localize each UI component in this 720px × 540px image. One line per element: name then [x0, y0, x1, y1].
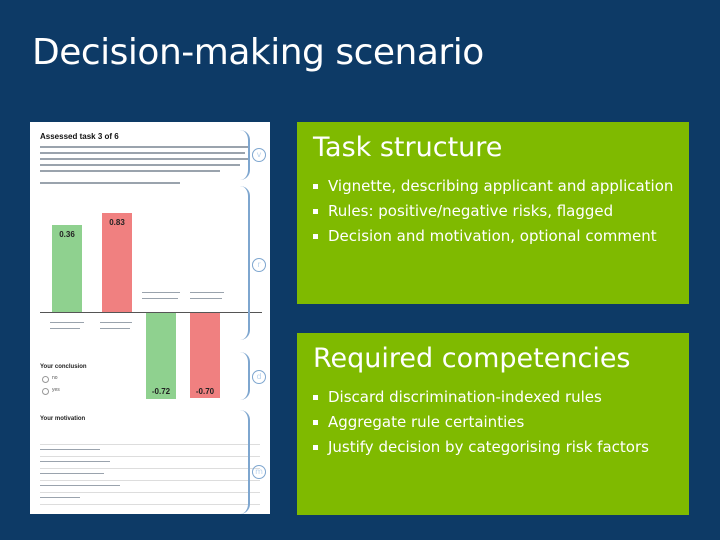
decision-brace — [238, 352, 250, 400]
vignette-text-line — [40, 158, 250, 160]
competency-item: Discard discrimination-indexed rules — [313, 385, 649, 410]
competency-item-text: Aggregate rule certainties — [328, 413, 525, 431]
motivation-row-text — [40, 461, 110, 462]
task-structure-panel: Task structure Vignette, describing appl… — [297, 122, 689, 304]
motivation-table-row — [40, 444, 260, 445]
rule-bar-4 — [190, 312, 220, 398]
conclusion-heading: Your conclusion — [40, 364, 87, 370]
vignette-text-line — [40, 146, 250, 148]
task-structure-item: Decision and motivation, optional commen… — [313, 224, 673, 249]
chart-baseline — [40, 312, 262, 313]
motivation-heading: Your motivation — [40, 416, 86, 422]
vignette-text-line — [40, 170, 220, 172]
required-competencies-title: Required competencies — [313, 343, 631, 374]
motivation-row-text — [40, 473, 104, 474]
decision-brace-tag: d — [252, 370, 266, 384]
rule-bar-1 — [52, 225, 82, 312]
motivation-row-text — [40, 497, 80, 498]
motivation-table-row — [40, 468, 260, 469]
conclusion-radio-yes-label: yes — [52, 387, 60, 393]
task-structure-list: Vignette, describing applicant and appli… — [313, 174, 673, 249]
competency-item-text: Discard discrimination-indexed rules — [328, 388, 602, 406]
bullet-icon — [313, 184, 318, 189]
rule-bar-3-label: -0.72 — [151, 387, 171, 396]
conclusion-radio-no[interactable] — [42, 376, 49, 383]
rule-caption-line — [142, 292, 180, 293]
rule-caption-line — [50, 322, 84, 323]
rule-bar-1-label: 0.36 — [59, 230, 75, 239]
required-competencies-list: Discard discrimination-indexed rules Agg… — [313, 385, 649, 460]
task-structure-item: Rules: positive/negative risks, flagged — [313, 199, 673, 224]
rule-caption-line — [142, 298, 178, 299]
competency-item: Aggregate rule certainties — [313, 410, 649, 435]
rules-heading-line — [40, 182, 180, 184]
conclusion-radio-no-label: no — [52, 375, 58, 381]
vignette-brace — [238, 130, 250, 180]
task-structure-item: Vignette, describing applicant and appli… — [313, 174, 673, 199]
rule-caption-line — [190, 298, 222, 299]
motivation-row-text — [40, 485, 120, 486]
bullet-icon — [313, 445, 318, 450]
task-structure-item-text: Decision and motivation, optional commen… — [328, 227, 657, 245]
required-competencies-panel: Required competencies Discard discrimina… — [297, 333, 689, 515]
motivation-brace-tag: m — [252, 465, 266, 479]
task-screenshot: Assessed task 3 of 6 0.36 0.83 -0.72 -0.… — [30, 122, 270, 514]
vignette-brace-tag: v — [252, 148, 266, 162]
motivation-table-row — [40, 492, 260, 493]
competency-item-text: Justify decision by categorising risk fa… — [328, 438, 649, 456]
rule-caption-line — [50, 328, 80, 329]
motivation-table-row — [40, 504, 260, 505]
task-structure-title: Task structure — [313, 132, 503, 163]
rule-caption-line — [190, 292, 224, 293]
rule-bar-2-label: 0.83 — [109, 218, 125, 227]
vignette-text-line — [40, 152, 245, 154]
slide-title: Decision-making scenario — [32, 32, 484, 73]
rule-bar-2 — [102, 213, 132, 312]
motivation-brace — [238, 410, 250, 514]
rules-brace-tag: r — [252, 258, 266, 272]
bullet-icon — [313, 209, 318, 214]
rule-bar-3 — [146, 312, 176, 399]
competency-item: Justify decision by categorising risk fa… — [313, 435, 649, 460]
rule-caption-line — [100, 328, 130, 329]
vignette-text-line — [40, 164, 240, 166]
bullet-icon — [313, 420, 318, 425]
rules-brace — [238, 186, 250, 340]
screenshot-heading: Assessed task 3 of 6 — [40, 132, 119, 141]
task-structure-item-text: Rules: positive/negative risks, flagged — [328, 202, 614, 220]
bullet-icon — [313, 234, 318, 239]
motivation-table-row — [40, 456, 260, 457]
bullet-icon — [313, 395, 318, 400]
conclusion-radio-yes[interactable] — [42, 388, 49, 395]
motivation-row-text — [40, 449, 100, 450]
rule-bar-4-label: -0.70 — [195, 387, 215, 396]
motivation-table-row — [40, 480, 260, 481]
rule-caption-line — [100, 322, 132, 323]
task-structure-item-text: Vignette, describing applicant and appli… — [328, 177, 674, 195]
